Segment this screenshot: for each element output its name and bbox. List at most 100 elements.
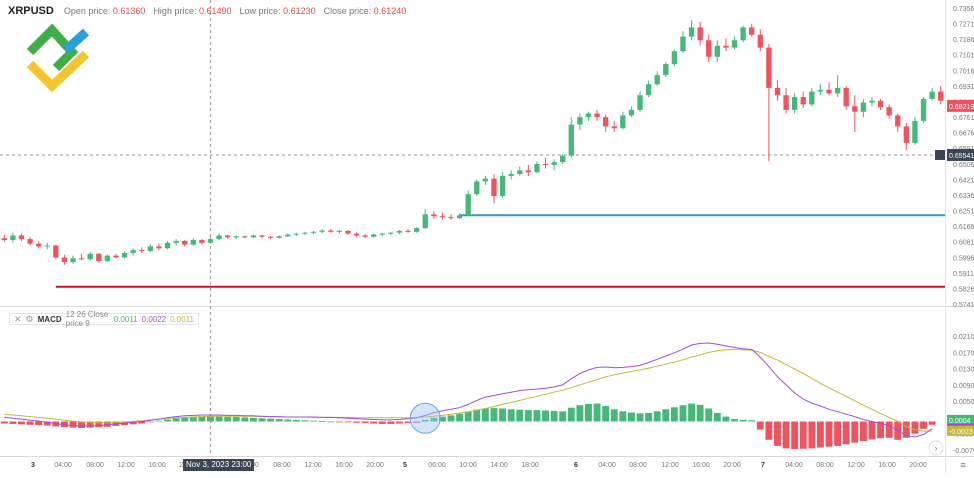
candle-body [869, 100, 875, 103]
macd-histogram-bar [722, 416, 730, 422]
candle-body [396, 230, 403, 233]
close-icon[interactable]: ✕ [14, 313, 22, 324]
macd-histogram-bar [275, 419, 283, 422]
candle-body [1, 238, 7, 241]
candle-body [688, 27, 695, 37]
open-value: 0.61360 [112, 6, 146, 16]
macd-histogram-bar [181, 417, 189, 422]
candle-body [508, 174, 514, 176]
macd-histogram-bar [799, 421, 807, 449]
macd-line [4, 342, 933, 438]
macd-histogram-bar [842, 421, 850, 445]
candle-body [164, 242, 171, 249]
gear-icon[interactable]: ⚙ [25, 313, 34, 324]
candle-body [96, 253, 102, 262]
candle-body [568, 124, 574, 156]
candle-body [371, 234, 377, 237]
last-price-label: 0.68219 [949, 104, 974, 111]
candle-body [834, 87, 841, 94]
symbol-label: XRPUSD [8, 5, 54, 17]
candle-body [551, 162, 557, 165]
macd-histogram-bar [318, 421, 326, 422]
macd-histogram-bar [189, 417, 197, 422]
time-tick-label: 08:00 [629, 462, 647, 469]
macd-histogram-bar [705, 408, 713, 422]
macd-value-2: 0.0022 [141, 314, 167, 324]
candle-body [482, 178, 489, 182]
open-price: Open price: 0.61360 [63, 6, 146, 16]
candle-body [328, 230, 334, 232]
macd-histogram-bar [258, 418, 266, 422]
time-tick-label: 12:00 [117, 462, 135, 469]
candle-body [139, 250, 145, 252]
macd-histogram-bar [35, 421, 43, 426]
macd-histogram-bar [808, 421, 816, 449]
macd-histogram-bar [911, 421, 919, 434]
macd-histogram-bar [791, 421, 799, 450]
time-tick-label: 14:00 [490, 462, 508, 469]
low-price: Low price: 0.61230 [239, 6, 316, 16]
time-tick-label: 08:00 [86, 462, 104, 469]
time-tick-label: 20:00 [723, 462, 741, 469]
open-label: Open price [63, 6, 108, 16]
candle-body [439, 216, 446, 218]
macd-histogram-bar [825, 421, 833, 447]
macd-histogram-bar [335, 421, 343, 423]
macd-histogram-bar [198, 416, 206, 422]
candle-body [611, 126, 617, 129]
candle-body [697, 27, 703, 41]
candle-body [319, 230, 325, 232]
candle-body [156, 246, 162, 249]
candle-body [130, 250, 136, 253]
ohlc-legend: XRPUSD Open price: 0.61360 High price: 0… [8, 5, 406, 17]
candle-body [250, 235, 257, 238]
candle-body [113, 255, 119, 258]
candle-body [474, 181, 480, 195]
macd-histogram-bar [481, 408, 489, 422]
candle-body [233, 236, 239, 238]
macd-histogram-bar [215, 416, 223, 422]
candle-body [895, 115, 901, 127]
candle-body [774, 87, 781, 96]
candle-body [525, 170, 532, 173]
macd-histogram-bar [585, 404, 592, 422]
candle-body [336, 230, 343, 232]
low-value: 0.61230 [283, 6, 316, 16]
candle-body [766, 47, 772, 88]
candle-body [791, 97, 798, 110]
macd-histogram-bar [361, 421, 369, 424]
time-tick-label: 5 [403, 462, 407, 469]
candle-body [560, 155, 566, 163]
candle-body [456, 215, 463, 219]
macd-histogram-bar [387, 421, 395, 424]
candle-body [379, 233, 385, 235]
macd-histogram-bar [464, 411, 472, 422]
candle-body [749, 27, 755, 35]
macd-histogram-bar [249, 417, 257, 422]
macd-histogram-bar [902, 421, 910, 438]
macd-value-3: 0.0011 [170, 314, 194, 324]
macd-histogram-bar [533, 410, 541, 422]
macd-name: MACD [37, 314, 62, 324]
time-tick-label: 10:00 [459, 462, 477, 469]
macd-histogram-bar [413, 421, 421, 423]
macd-legend: ✕ ⚙ MACD 12 26 Close price 9 0.0011 0.00… [9, 310, 199, 328]
macd-histogram-bar [146, 421, 154, 423]
candle-body [18, 235, 25, 240]
candle-body [293, 233, 300, 235]
macd-params: 12 26 Close price 9 [65, 310, 109, 328]
candle-body [663, 64, 669, 76]
macd-histogram-bar [550, 410, 558, 422]
macd-histogram-bar [834, 421, 842, 446]
macd-histogram-bar [292, 419, 300, 422]
time-tick-label: 16:00 [335, 462, 353, 469]
candle-body [517, 170, 523, 175]
